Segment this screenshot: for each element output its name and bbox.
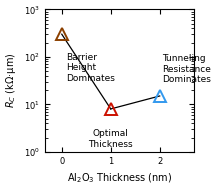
Text: Tunneling
Resistance
Dominates: Tunneling Resistance Dominates [162,54,211,84]
Text: Optimal
Thickness: Optimal Thickness [88,129,133,149]
Text: Barrier
Height
Dominates: Barrier Height Dominates [66,53,114,83]
X-axis label: Al$_2$O$_3$ Thickness (nm): Al$_2$O$_3$ Thickness (nm) [67,171,172,185]
Y-axis label: $R_C$ (kΩ·μm): $R_C$ (kΩ·μm) [4,53,18,108]
